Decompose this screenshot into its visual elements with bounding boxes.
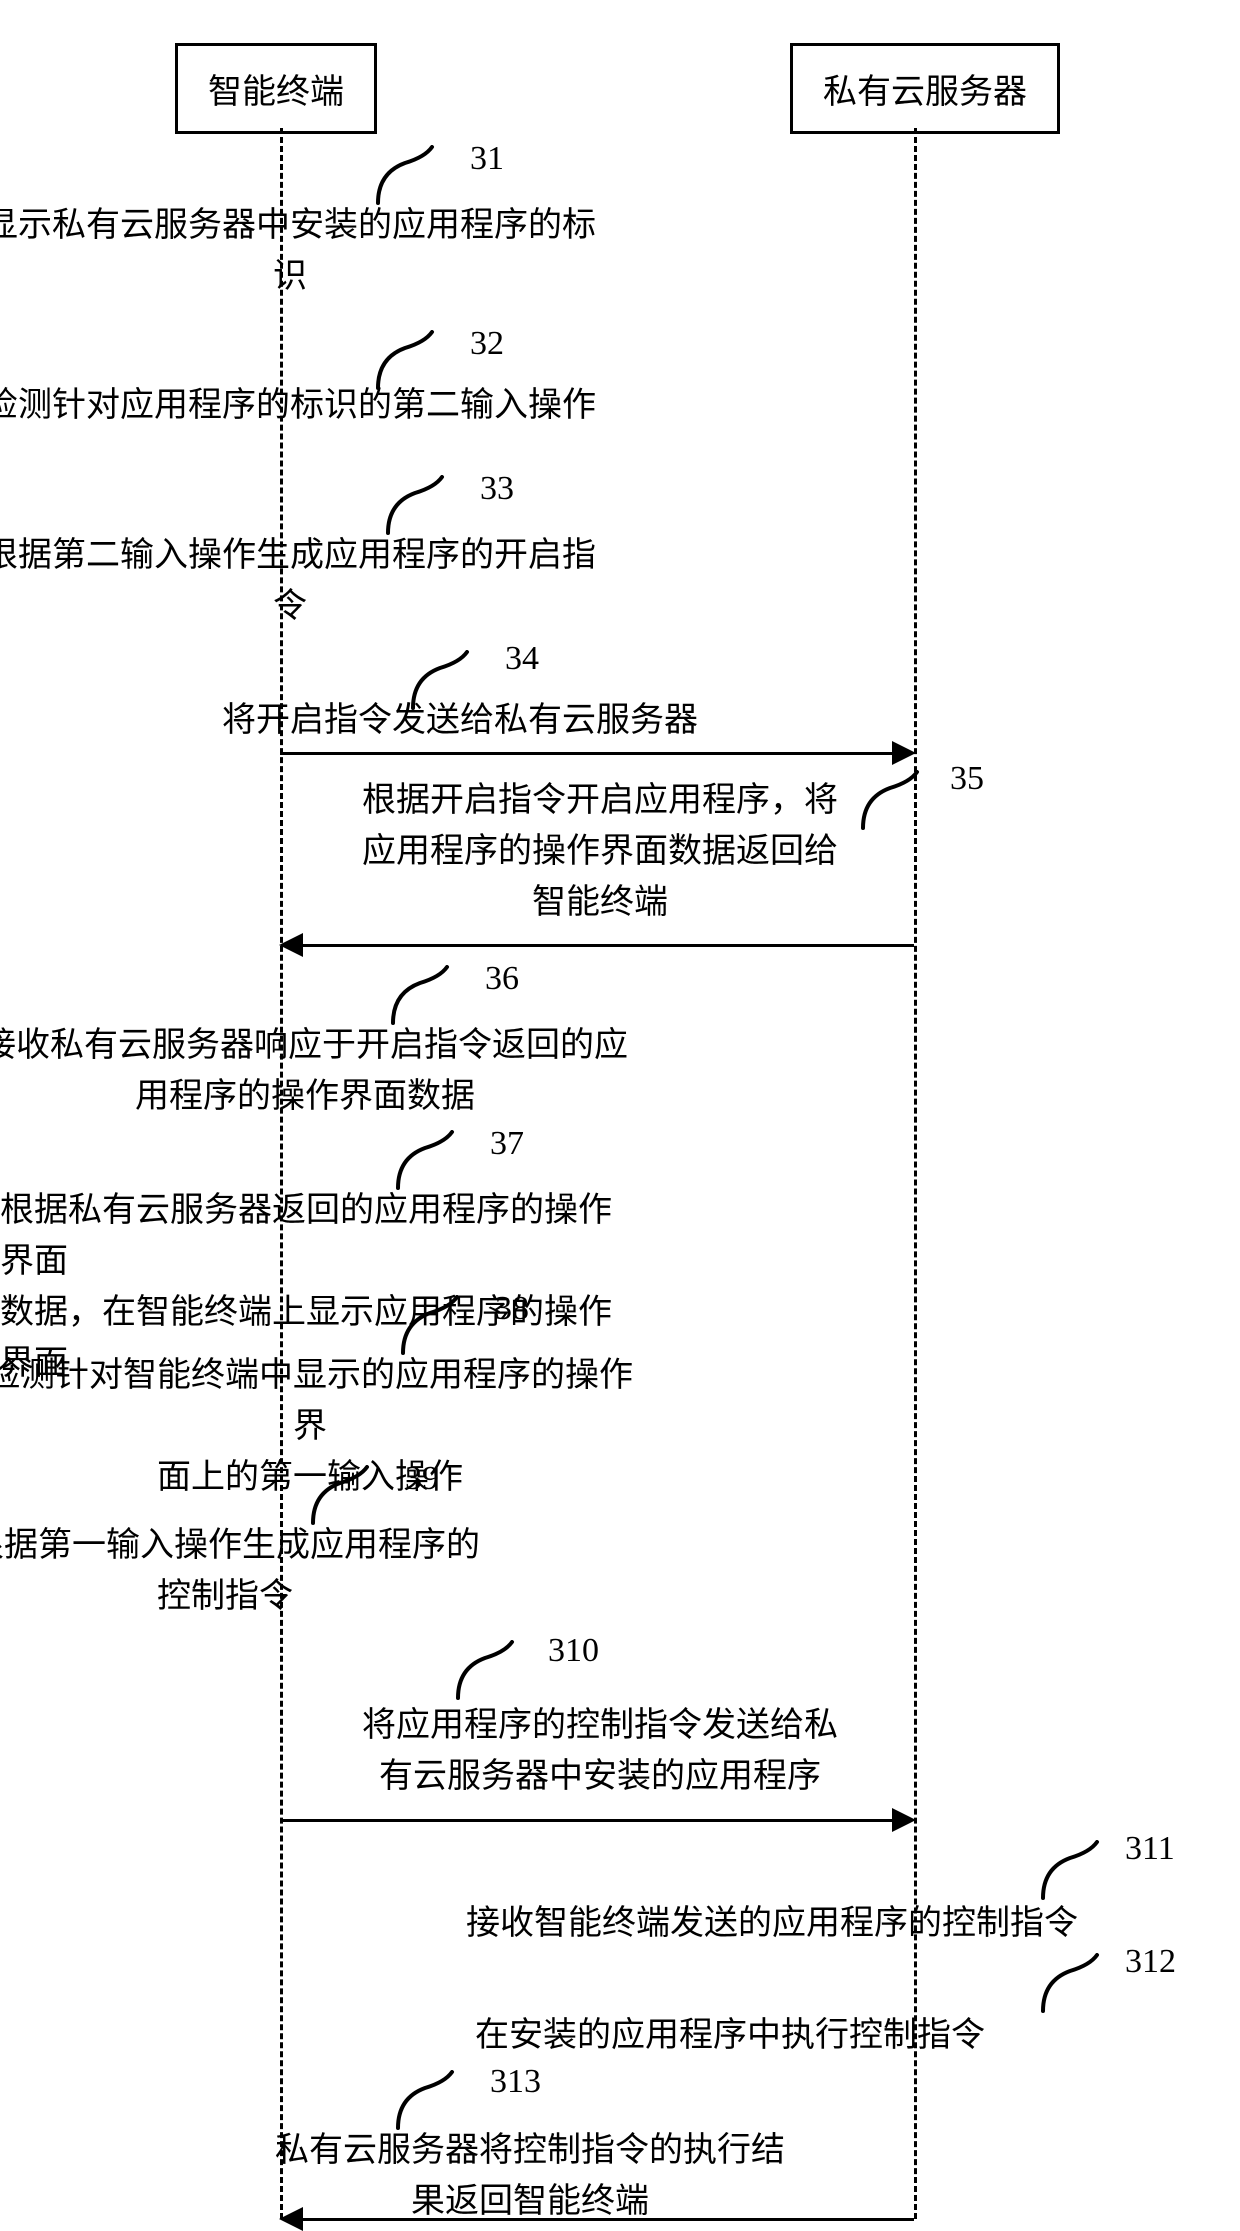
step-ref-36: 36 <box>485 960 519 998</box>
step-curve-311 <box>1035 1840 1105 1900</box>
step-text-312: 在安装的应用程序中执行控制指令 <box>400 2010 1060 2061</box>
step-ref-38: 38 <box>495 1290 529 1328</box>
step-text-310: 将应用程序的控制指令发送给私 有云服务器中安装的应用程序 <box>270 1700 930 1802</box>
step-ref-35: 35 <box>950 760 984 798</box>
step-text-311: 接收智能终端发送的应用程序的控制指令 <box>442 1898 1102 1949</box>
step-ref-32: 32 <box>470 325 504 363</box>
step-ref-39: 39 <box>405 1460 439 1498</box>
step-curve-39 <box>305 1465 375 1525</box>
actor-left-box: 智能终端 <box>175 43 377 134</box>
lifeline-left <box>280 128 283 2219</box>
step-text-35: 根据开启指令开启应用程序，将 应用程序的操作界面数据返回给 智能终端 <box>270 775 930 928</box>
step-curve-33 <box>380 475 450 535</box>
step-text-36: 接收私有云服务器响应于开启指令返回的应 用程序的操作界面数据 <box>0 1020 635 1122</box>
step-text-31: 显示私有云服务器中安装的应用程序的标 识 <box>0 200 620 302</box>
actor-left-label: 智能终端 <box>208 74 344 111</box>
step-text-32: 检测针对应用程序的标识的第二输入操作 <box>0 380 620 431</box>
step-curve-310 <box>450 1640 520 1700</box>
step-curve-38 <box>395 1295 465 1355</box>
step-ref-31: 31 <box>470 140 504 178</box>
actor-right-box: 私有云服务器 <box>790 43 1060 134</box>
step-curve-32 <box>370 330 440 390</box>
step-text-33: 根据第二输入操作生成应用程序的开启指 令 <box>0 530 620 632</box>
arrow-head-35 <box>279 933 303 957</box>
arrow-line-313 <box>293 2218 914 2221</box>
step-ref-34: 34 <box>505 640 539 678</box>
step-curve-313 <box>390 2070 460 2130</box>
step-curve-312 <box>1035 1953 1105 2013</box>
step-text-39: 根据第一输入操作生成应用程序的 控制指令 <box>0 1520 555 1622</box>
step-curve-31 <box>370 145 440 205</box>
step-curve-35 <box>855 770 925 830</box>
actor-right-label: 私有云服务器 <box>823 74 1027 111</box>
arrow-line-34 <box>280 752 902 755</box>
step-curve-36 <box>385 965 455 1025</box>
arrow-head-34 <box>892 741 916 765</box>
step-curve-37 <box>390 1130 460 1190</box>
arrow-line-310 <box>280 1819 902 1822</box>
arrow-line-35 <box>293 944 914 947</box>
arrow-head-310 <box>892 1808 916 1832</box>
step-ref-311: 311 <box>1125 1830 1175 1868</box>
step-curve-34 <box>405 650 475 710</box>
step-ref-313: 313 <box>490 2063 541 2101</box>
arrow-head-313 <box>279 2207 303 2231</box>
step-ref-312: 312 <box>1125 1943 1176 1981</box>
step-ref-37: 37 <box>490 1125 524 1163</box>
step-ref-310: 310 <box>548 1632 599 1670</box>
step-ref-33: 33 <box>480 470 514 508</box>
